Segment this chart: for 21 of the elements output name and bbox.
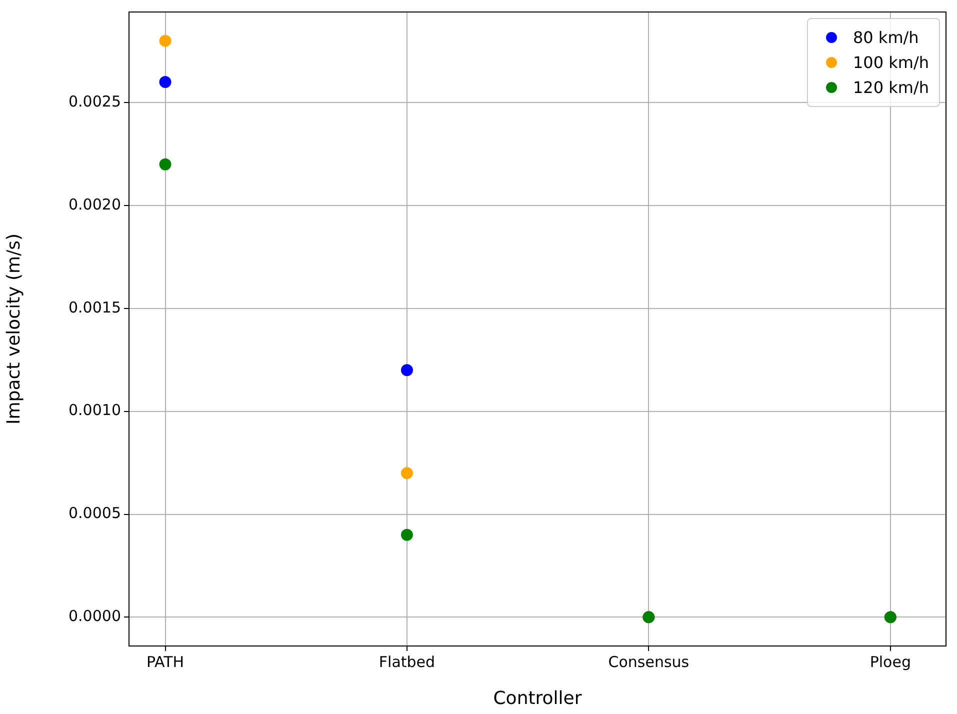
x-tick-label: PATH xyxy=(146,652,184,671)
y-tick-label: 0.0010 xyxy=(68,401,121,420)
x-axis-title: Controller xyxy=(493,688,582,709)
x-tick-label: Ploeg xyxy=(870,652,911,671)
x-tick-label: Consensus xyxy=(608,652,690,671)
point xyxy=(400,528,413,541)
legend-label: 80 km/h xyxy=(852,28,919,47)
y-tick-label: 0.0005 xyxy=(68,504,121,522)
legend-label: 100 km/h xyxy=(852,53,929,72)
point xyxy=(159,158,172,170)
x-tick-label: Flatbed xyxy=(378,652,436,671)
y-tick-label: 0.0020 xyxy=(68,195,121,214)
point xyxy=(400,364,413,376)
point xyxy=(159,34,172,47)
y-tick-label: 0.0025 xyxy=(68,92,121,110)
point xyxy=(400,467,413,480)
point xyxy=(159,76,172,88)
y-axis-title: Impact velocity (m/s) xyxy=(3,233,24,425)
y-tick-label: 0.0015 xyxy=(68,298,121,316)
y-tick-label: 0.0000 xyxy=(68,607,121,626)
legend-label: 120 km/h xyxy=(852,78,929,97)
